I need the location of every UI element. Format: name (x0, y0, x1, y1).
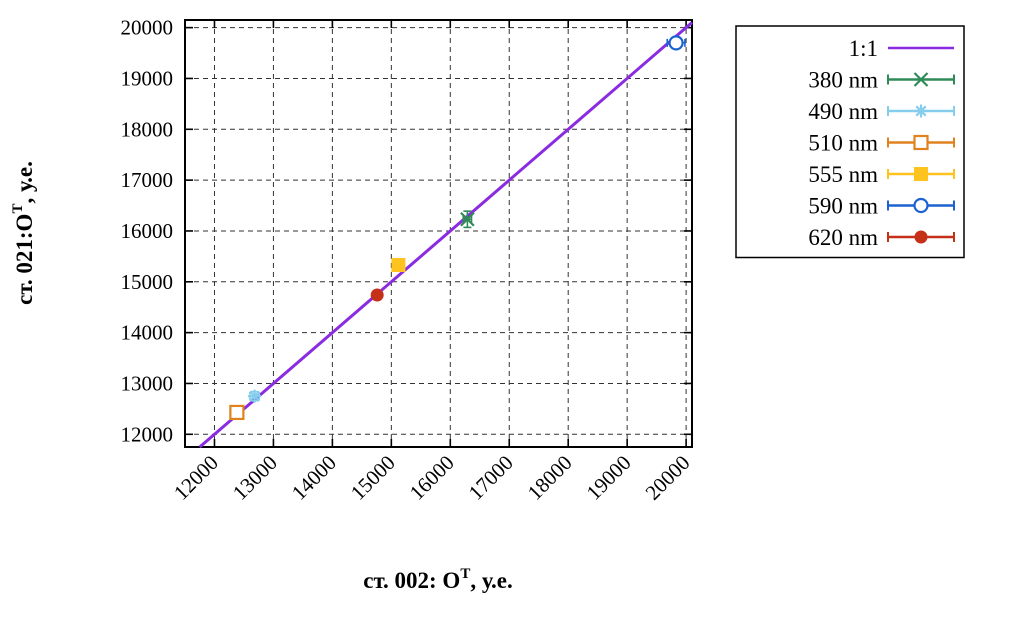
svg-text:13000: 13000 (121, 371, 174, 395)
svg-text:490 nm: 490 nm (808, 99, 878, 124)
svg-text:19000: 19000 (121, 66, 174, 90)
svg-text:555 nm: 555 nm (808, 162, 878, 187)
plot-frame (184, 19, 693, 448)
legend-item-1-1: 1:1 (849, 36, 954, 61)
legend-item-555-nm: 555 nm (808, 162, 955, 187)
svg-text:1:1: 1:1 (849, 36, 878, 61)
legend-item-590-nm: 590 nm (808, 194, 955, 219)
svg-text:20000: 20000 (121, 16, 174, 40)
svg-text:17000: 17000 (121, 168, 174, 192)
x-axis-label: ст. 002: OT, у.е. (363, 566, 513, 593)
axis-ticks (185, 20, 692, 447)
svg-text:16000: 16000 (121, 219, 174, 243)
svg-text:620 nm: 620 nm (808, 225, 878, 250)
svg-text:19000: 19000 (582, 451, 636, 505)
svg-text:15000: 15000 (346, 451, 400, 505)
series-590-nm (666, 35, 686, 51)
svg-text:510 nm: 510 nm (808, 131, 878, 156)
svg-text:18000: 18000 (121, 117, 174, 141)
svg-text:14000: 14000 (287, 451, 341, 505)
svg-text:16000: 16000 (405, 451, 459, 505)
svg-text:12000: 12000 (121, 422, 174, 446)
y-axis-label: ст. 021:OT, у.е. (10, 161, 37, 305)
svg-text:20000: 20000 (641, 451, 695, 505)
series-620-nm (370, 288, 384, 302)
svg-text:380 nm: 380 nm (808, 68, 878, 93)
reference-line (198, 21, 693, 449)
series-380-nm (460, 210, 475, 229)
legend: 1:1 380 nm 490 nm 510 nm 555 nm 590 nm 620 nm (735, 25, 965, 259)
grid (185, 20, 692, 447)
svg-text:14000: 14000 (121, 321, 174, 345)
svg-text:17000: 17000 (464, 451, 518, 505)
x-tick-labels: 12000 13000 14000 15000 16000 17000 18000 19000… (169, 451, 695, 505)
svg-text:15000: 15000 (121, 270, 174, 294)
series-490-nm (248, 389, 262, 403)
svg-text:590 nm: 590 nm (808, 194, 878, 219)
svg-text:18000: 18000 (523, 451, 577, 505)
legend-item-490-nm: 490 nm (808, 99, 955, 124)
svg-text:12000: 12000 (169, 451, 223, 505)
series-510-nm (229, 404, 245, 421)
svg-text:13000: 13000 (228, 451, 282, 505)
legend-item-620-nm: 620 nm (808, 225, 955, 250)
legend-item-510-nm: 510 nm (808, 131, 955, 156)
legend-item-380-nm: 380 nm (808, 68, 955, 93)
y-tick-labels: 12000 13000 14000 15000 16000 17000 18000 19000… (121, 16, 174, 447)
series-555-nm (391, 258, 406, 273)
